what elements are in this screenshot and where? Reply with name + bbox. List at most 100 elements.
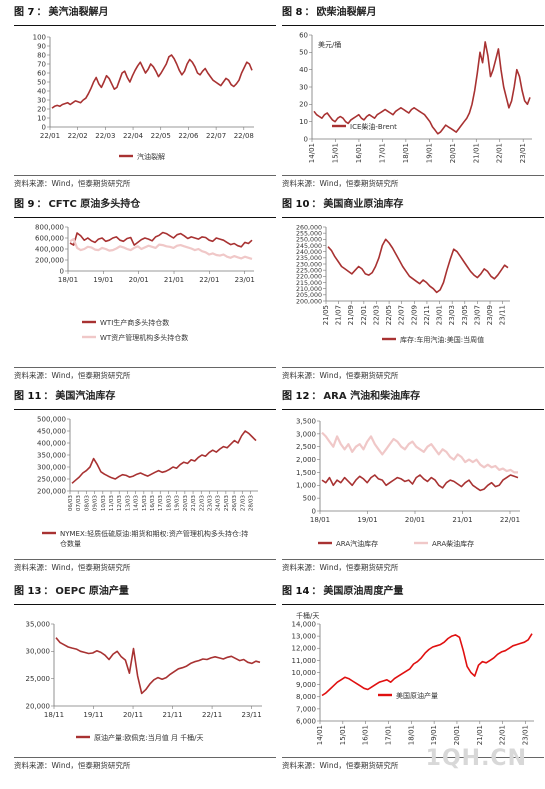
x-tick-label: 21/09 bbox=[347, 305, 355, 325]
y-tick-label: 8,000 bbox=[296, 693, 316, 701]
series-line bbox=[51, 54, 253, 109]
y-tick-label: 50 bbox=[37, 78, 46, 86]
legend-label: NYMEX:轻质低硫原油:期货和期权:资产管理机构多头持仓:持 bbox=[60, 529, 248, 538]
x-tick-label: 17/01 bbox=[378, 143, 386, 163]
x-tick-label: 15/03 bbox=[142, 495, 148, 512]
y-tick-label: 400,000 bbox=[35, 245, 64, 253]
x-tick-label: 23/03 bbox=[207, 495, 213, 512]
x-tick-label: 22/05 bbox=[151, 132, 171, 140]
y-unit-label: 美元/桶 bbox=[318, 40, 341, 49]
legend-label: WTI生产商多头持仓数 bbox=[100, 318, 169, 327]
x-tick-label: 18/03 bbox=[166, 495, 172, 512]
y-tick-label: 25,000 bbox=[26, 675, 51, 683]
x-tick-label: 17/03 bbox=[158, 495, 164, 512]
y-tick-label: 60 bbox=[299, 31, 308, 39]
y-tick-label: 80 bbox=[37, 51, 46, 59]
y-tick-label: 450,000 bbox=[37, 427, 66, 435]
panel-fig12: 图 12： ARA 汽油和柴油库存 0 500 1,000 1,500 2,000 2,50… bbox=[282, 389, 544, 574]
panel-fig9: 图 9： CFTC 原油多头持仓 0 200,000 400,000 600,000 80… bbox=[14, 197, 276, 382]
x-tick-label: 26/03 bbox=[232, 495, 238, 512]
source-note: 资料来源：Wind，恒泰期货研究所 bbox=[282, 367, 544, 382]
y-tick-label: 40 bbox=[299, 66, 308, 74]
panel-title: 图 7：美汽油裂解月 bbox=[14, 5, 276, 26]
y-tick-label: 50 bbox=[299, 49, 308, 57]
x-tick-label: 23/09 bbox=[486, 305, 494, 325]
y-tick-label: 500 bbox=[303, 495, 316, 503]
x-tick-label: 18/01 bbox=[407, 725, 415, 745]
x-tick-label: 23/01 bbox=[436, 305, 444, 325]
x-tick-label: 27/03 bbox=[240, 495, 246, 512]
x-tick-label: 16/03 bbox=[150, 495, 156, 512]
x-tick-label: 22/03 bbox=[199, 495, 205, 512]
y-tick-label: 2,500 bbox=[296, 443, 316, 451]
legend-label: 库存:车用汽油:美国:当周值 bbox=[400, 335, 484, 344]
x-tick-label: 10/03 bbox=[101, 495, 107, 512]
y-tick-label: 300,000 bbox=[37, 463, 66, 471]
y-tick-label: 220,000 bbox=[296, 274, 322, 281]
x-tick-label: 24/03 bbox=[216, 495, 222, 512]
chart-fig14: 千桶/天 6,000 7,000 8,000 9,000 10,000 11,000 12,0… bbox=[292, 611, 534, 745]
y-unit-label: 千桶/天 bbox=[296, 611, 319, 620]
x-tick-label: 18/01 bbox=[402, 143, 410, 163]
y-tick-label: 260,000 bbox=[296, 224, 322, 231]
x-tick-label: 23/05 bbox=[461, 305, 469, 325]
series-line bbox=[69, 238, 253, 260]
panel-fig7: 图 7：美汽油裂解月 0 10 20 30 40 50 60 70 80 90 100 22/01 22… bbox=[14, 5, 276, 190]
panel-title: 图 11：美国汽油库存 bbox=[14, 389, 276, 410]
legend-label: WT资产管理机构多头持仓数 bbox=[100, 333, 188, 342]
x-tick-label: 20/01 bbox=[405, 516, 425, 524]
y-tick-label: 10 bbox=[299, 118, 308, 126]
x-tick-label: 22/07 bbox=[398, 305, 406, 325]
chart-fig10: 200,000205,000210,000215,000220,000225,0… bbox=[296, 224, 510, 344]
x-tick-label: 19/01 bbox=[425, 143, 433, 163]
y-tick-label: 1,500 bbox=[296, 469, 316, 477]
x-tick-label: 20/03 bbox=[183, 495, 189, 512]
series-line bbox=[327, 238, 509, 294]
x-tick-label: 14/01 bbox=[316, 725, 324, 745]
chart-fig11: 200,000 250,000 300,000 350,000 400,000 450,0… bbox=[37, 415, 258, 548]
y-tick-label: 11,000 bbox=[292, 657, 317, 665]
y-tick-label: 200,000 bbox=[35, 256, 64, 264]
source-note: 资料来源：Wind，恒泰期货研究所 bbox=[282, 757, 544, 772]
y-tick-label: 0 bbox=[60, 267, 64, 275]
x-tick-label: 22/01 bbox=[496, 143, 504, 163]
source-note: 资料来源：Wind，恒泰期货研究所 bbox=[14, 559, 276, 574]
series-line bbox=[321, 633, 533, 697]
x-tick-label: 21/05 bbox=[322, 305, 330, 325]
x-tick-label: 22/09 bbox=[410, 305, 418, 325]
y-tick-label: 1,000 bbox=[296, 482, 316, 490]
y-tick-label: 250,000 bbox=[37, 475, 66, 483]
y-tick-label: 2,000 bbox=[296, 456, 316, 464]
y-tick-label: 9,000 bbox=[296, 681, 316, 689]
series-line bbox=[321, 474, 519, 492]
legend-label: ARA汽油库存 bbox=[336, 539, 378, 548]
x-tick-label: 23/01 bbox=[519, 143, 527, 163]
x-tick-label: 22/04 bbox=[123, 132, 144, 140]
panel-title: 图 9： CFTC 原油多头持仓 bbox=[14, 197, 276, 218]
y-tick-label: 60 bbox=[37, 69, 46, 77]
x-tick-label: 23/03 bbox=[448, 305, 456, 325]
source-note: 资料来源：Wind，恒泰期货研究所 bbox=[14, 757, 276, 772]
x-tick-label: 18/01 bbox=[58, 276, 78, 284]
chart-fig12: 0 500 1,000 1,500 2,000 2,500 3,000 3,500 18/01 1… bbox=[296, 417, 520, 548]
x-tick-label: 28/03 bbox=[248, 495, 254, 512]
y-tick-label: 600,000 bbox=[35, 234, 64, 242]
y-tick-label: 6,000 bbox=[296, 717, 316, 725]
y-tick-label: 800,000 bbox=[35, 223, 64, 231]
x-tick-label: 22/01 bbox=[360, 305, 368, 325]
x-tick-label: 19/01 bbox=[357, 516, 377, 524]
panel-fig11: 图 11：美国汽油库存 200,000 250,000 300,000 350,000… bbox=[14, 389, 276, 574]
y-tick-label: 235,000 bbox=[296, 255, 322, 262]
x-tick-label: 21/01 bbox=[472, 143, 480, 163]
x-tick-label: 21/11 bbox=[162, 711, 182, 719]
series-line bbox=[313, 41, 531, 135]
x-tick-label: 14/01 bbox=[308, 143, 316, 163]
x-tick-label: 12/03 bbox=[117, 495, 123, 512]
y-tick-label: 500,000 bbox=[37, 415, 66, 423]
x-tick-label: 17/01 bbox=[384, 725, 392, 745]
y-tick-label: 100 bbox=[33, 33, 46, 41]
x-tick-label: 22/03 bbox=[372, 305, 380, 325]
x-tick-label: 08/03 bbox=[84, 495, 90, 512]
x-tick-label: 09/03 bbox=[93, 495, 99, 512]
